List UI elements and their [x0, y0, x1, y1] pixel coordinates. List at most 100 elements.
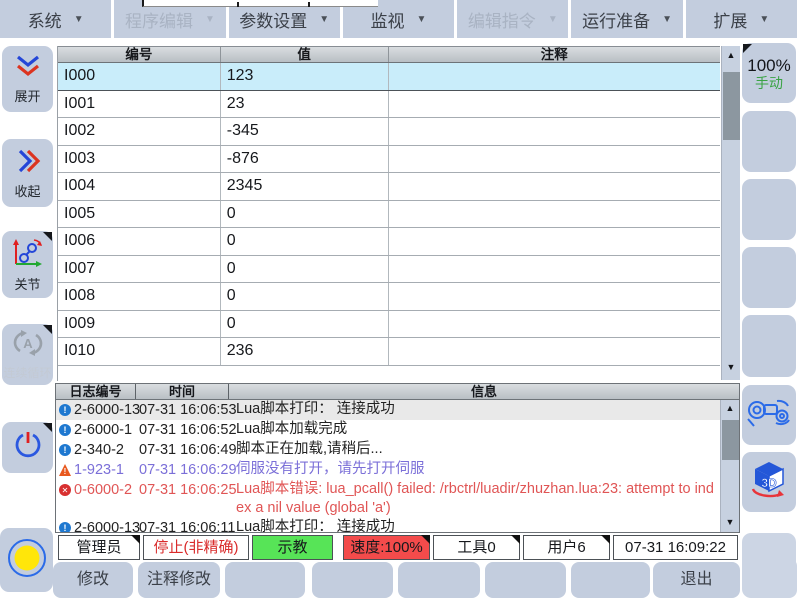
menu-item-5[interactable]: 运行准备 ▼ — [571, 0, 686, 38]
log-scrollbar-thumb[interactable] — [722, 420, 739, 460]
scroll-up-icon[interactable]: ▲ — [725, 403, 735, 413]
table-row[interactable]: I000 123 — [58, 63, 720, 91]
user-frame-status[interactable]: 用户6 — [523, 535, 610, 560]
empty-side-key — [742, 179, 796, 240]
table-row[interactable]: I006 0 — [58, 228, 720, 256]
cell-value[interactable]: 0 — [221, 310, 389, 337]
cell-comment[interactable] — [389, 173, 721, 200]
menu-item-label: 运行准备 — [582, 11, 651, 31]
servo-power-button[interactable] — [2, 422, 53, 473]
motion-state-status: 停止(非精确) — [143, 535, 249, 560]
cell-id[interactable]: I010 — [58, 338, 221, 365]
expand-label: 展开 — [14, 89, 41, 104]
log-time: 07-31 16:06:11 — [139, 520, 236, 533]
table-row[interactable]: I002 -345 — [58, 118, 720, 146]
cell-value[interactable]: -345 — [221, 118, 389, 145]
cell-id[interactable]: I002 — [58, 118, 221, 145]
cell-id[interactable]: I001 — [58, 90, 221, 117]
cell-comment[interactable] — [389, 283, 721, 310]
table-row[interactable]: I004 2345 — [58, 173, 720, 201]
table-row[interactable]: I009 0 — [58, 310, 721, 338]
empty-fkey — [225, 562, 305, 598]
cell-id[interactable]: I006 — [58, 228, 221, 255]
cell-comment[interactable] — [389, 256, 721, 283]
cell-value[interactable]: 23 — [221, 90, 389, 117]
access-level-status[interactable]: 管理员 — [58, 535, 140, 560]
empty-fkey — [485, 562, 566, 598]
menu-item-6[interactable]: 扩展 ▼ — [685, 0, 797, 38]
empty-side-key — [742, 533, 796, 598]
table-row[interactable]: I010 236 — [58, 338, 720, 366]
collapse-button[interactable]: 收起 — [2, 139, 53, 207]
speed-status[interactable]: 速度:100% — [343, 535, 430, 560]
cell-comment[interactable] — [389, 201, 721, 228]
log-code: 2-6000-13 — [56, 518, 140, 532]
cell-comment[interactable] — [389, 338, 721, 365]
speed-override-button[interactable]: 100% 手动 — [742, 43, 796, 103]
cell-comment[interactable] — [389, 228, 721, 255]
menu-item-3[interactable]: 监视 ▼ — [342, 0, 458, 38]
view-3d-button[interactable]: 3D — [742, 452, 796, 512]
cell-value[interactable]: 123 — [221, 63, 389, 90]
cell-id[interactable]: I000 — [58, 63, 221, 90]
scroll-down-icon[interactable]: ▼ — [726, 362, 736, 372]
log-code: 0-6000-2 — [56, 480, 136, 518]
log-message: 脚本正在加载,请稍后... — [236, 441, 383, 457]
cell-value[interactable]: -876 — [221, 145, 389, 172]
cell-id[interactable]: I009 — [58, 310, 221, 337]
cell-id[interactable]: I003 — [58, 145, 221, 172]
cell-value[interactable]: 0 — [221, 228, 389, 255]
log-message: Lua脚本打印： 连接成功 — [236, 519, 395, 533]
table-scrollbar[interactable]: ▲ ▼ — [721, 46, 740, 380]
scroll-down-icon[interactable]: ▼ — [725, 517, 735, 527]
table-scrollbar-thumb[interactable] — [723, 72, 740, 140]
table-row[interactable]: I007 0 — [58, 255, 721, 283]
comment-modify-button[interactable]: 注释修改 — [138, 562, 220, 598]
joint-label: 关节 — [14, 276, 41, 292]
deadman-indicator-button[interactable] — [0, 528, 53, 592]
table-row[interactable]: I005 0 — [58, 200, 721, 228]
tool-status[interactable]: 工具0 — [433, 535, 520, 560]
log-scrollbar[interactable]: ▲ ▼ — [720, 400, 739, 532]
jog-controller-button[interactable] — [742, 385, 796, 445]
manual-mode-label: 手动 — [755, 74, 783, 91]
scroll-up-icon[interactable]: ▲ — [726, 50, 736, 60]
menu-item-label: 扩展 — [713, 11, 748, 31]
empty-fkey — [312, 562, 393, 598]
cell-comment[interactable] — [389, 118, 721, 145]
cell-value[interactable]: 2345 — [221, 173, 389, 200]
joint-coord-button[interactable]: 关节 — [2, 231, 53, 298]
cell-id[interactable]: I005 — [58, 200, 221, 227]
cell-id[interactable]: I007 — [58, 255, 221, 282]
table-row[interactable]: I008 0 — [58, 283, 720, 311]
cell-id[interactable]: I004 — [58, 173, 221, 200]
cell-comment[interactable] — [389, 91, 721, 118]
datetime-status: 07-31 16:09:22 — [613, 535, 738, 560]
log-header-row: 日志编号 时间 信息 — [56, 384, 739, 400]
log-row[interactable]: 2-340-207-31 16:06:49脚本正在加载,请稍后... — [56, 440, 739, 460]
menu-item-label: 系统 — [27, 11, 62, 31]
modify-button[interactable]: 修改 — [53, 562, 133, 598]
dropdown-edge-artifact — [142, 0, 378, 7]
cell-value[interactable]: 0 — [221, 255, 389, 282]
cell-comment[interactable] — [389, 146, 721, 173]
col-header-comment: 注释 — [540, 47, 568, 62]
expand-button[interactable]: 展开 — [2, 46, 53, 112]
exit-button[interactable]: 退出 — [653, 562, 740, 598]
table-row[interactable]: I003 -876 — [58, 145, 721, 173]
menu-item-0[interactable]: 系统 ▼ — [0, 0, 115, 38]
cell-id[interactable]: I008 — [58, 283, 221, 310]
cell-comment[interactable] — [389, 311, 721, 338]
table-row[interactable]: I001 23 — [58, 90, 721, 118]
cell-value[interactable]: 0 — [221, 283, 389, 310]
jog-controller-icon — [746, 395, 792, 436]
empty-side-key — [742, 111, 796, 172]
cell-value[interactable]: 236 — [221, 338, 389, 365]
cell-value[interactable]: 0 — [221, 200, 389, 227]
cell-comment[interactable] — [389, 63, 721, 90]
